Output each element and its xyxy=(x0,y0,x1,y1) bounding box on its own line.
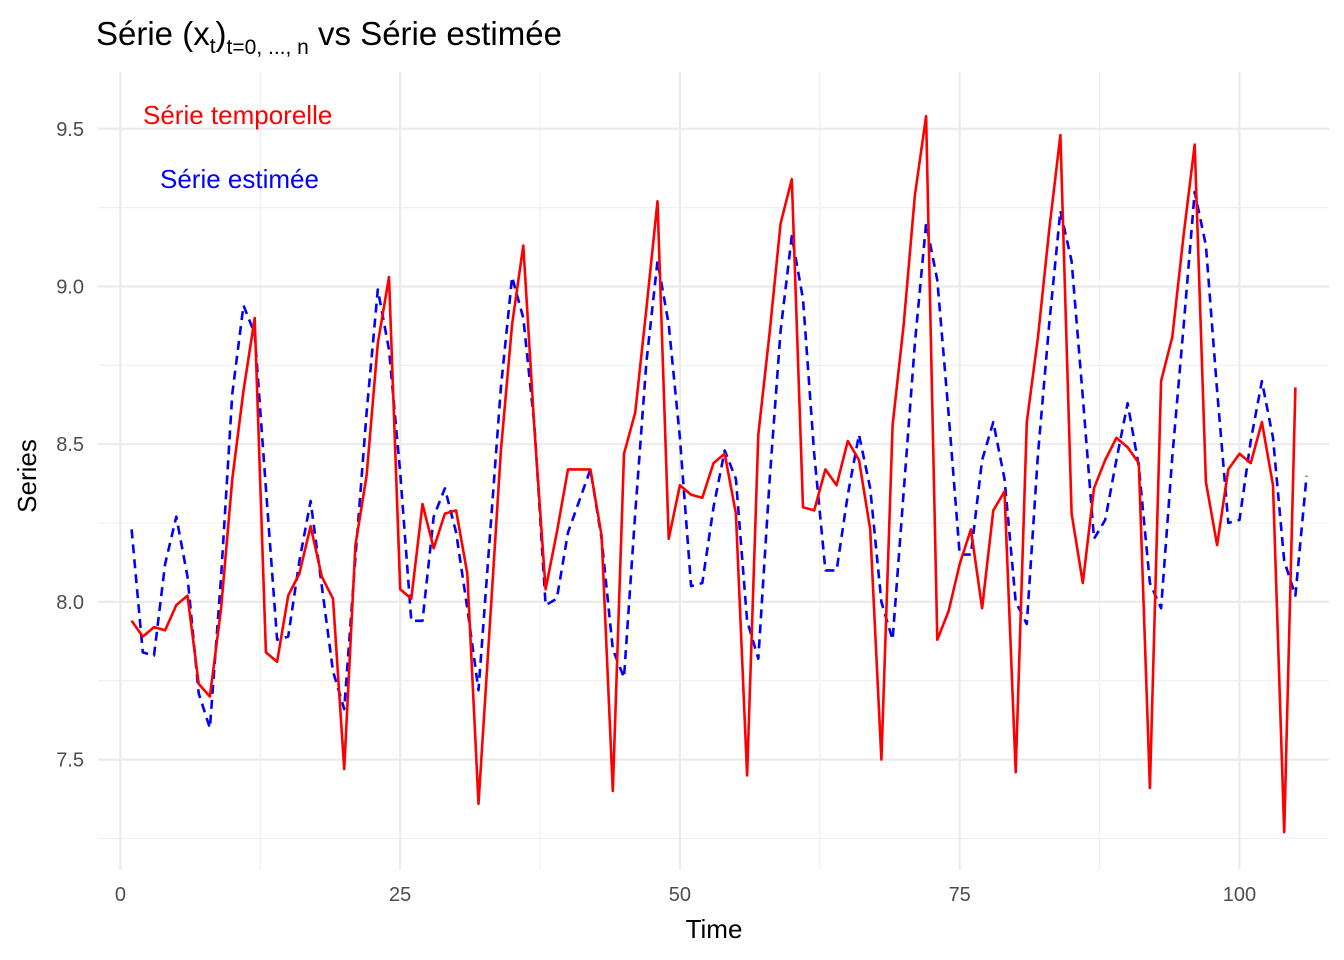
y-axis-label: Series xyxy=(12,439,42,513)
x-tick-label: 75 xyxy=(949,884,971,906)
series-line-serie-estimee xyxy=(130,190,1308,730)
y-tick-label: 8.0 xyxy=(56,592,84,614)
title-suffix: vs Série estimée xyxy=(309,15,562,52)
grid-minor xyxy=(98,72,1329,870)
title-sub-t: t xyxy=(210,35,216,58)
grid-major xyxy=(98,72,1329,870)
x-tick-label: 25 xyxy=(389,884,411,906)
x-axis-label: Time xyxy=(686,914,743,944)
title-prefix: Série (x xyxy=(96,15,210,52)
y-tick-label: 9.5 xyxy=(56,119,84,141)
series-line-serie-temporelle xyxy=(130,114,1297,834)
chart-title: Série (xt)t=0, ..., n vs Série estimée xyxy=(96,15,562,59)
title-close-paren: ) xyxy=(216,15,227,52)
y-tick-label: 8.5 xyxy=(56,434,84,456)
y-tick-label: 7.5 xyxy=(56,750,84,772)
x-tick-label: 0 xyxy=(115,884,126,906)
x-tick-label: 100 xyxy=(1223,884,1256,906)
y-tick-labels: 7.5 8.0 8.5 9.0 9.5 xyxy=(56,119,84,772)
legend-entry-serie-temporelle: Série temporelle xyxy=(143,100,332,130)
title-subscript: t=0, ..., n xyxy=(227,36,309,59)
y-tick-label: 9.0 xyxy=(56,276,84,298)
legend-entry-serie-estimee: Série estimée xyxy=(160,164,319,194)
x-tick-label: 50 xyxy=(669,884,691,906)
series-lines xyxy=(130,114,1308,834)
x-tick-labels: 0 25 50 75 100 xyxy=(115,884,1256,906)
